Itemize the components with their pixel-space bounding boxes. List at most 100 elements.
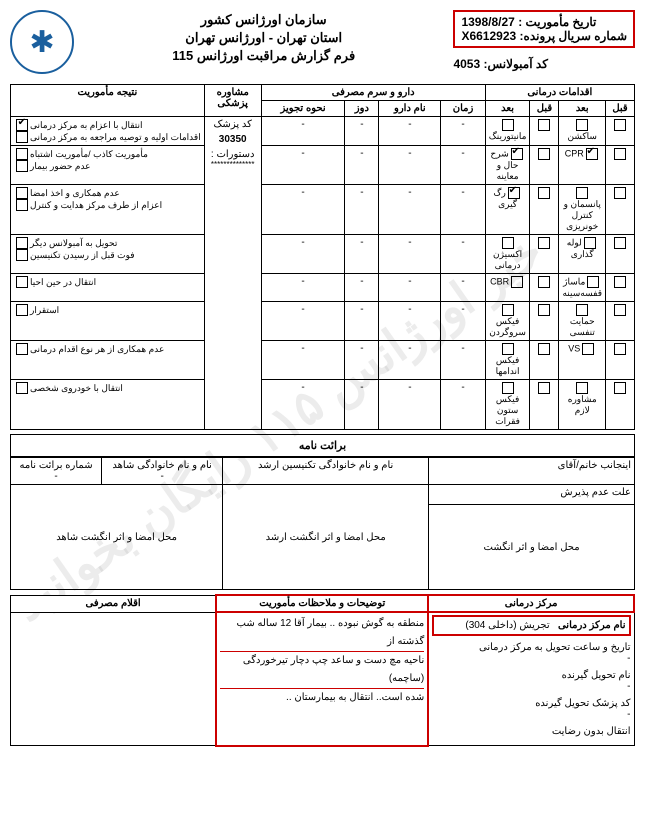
results-cell-6: عدم همکاری از هر نوع اقدام درمانی: [11, 341, 205, 380]
drug-cell-2-1: -: [379, 185, 441, 235]
check-tr-before-1[interactable]: [538, 148, 550, 160]
result-label-9: استقرار: [30, 305, 59, 316]
ambulance-code: 4053: [453, 57, 480, 71]
treat-left-1: CPR: [565, 149, 584, 159]
check-tr-before-0[interactable]: [538, 119, 550, 131]
result-check-3[interactable]: [16, 160, 28, 172]
drug-cell-2-2: -: [345, 185, 379, 235]
result-check-9[interactable]: [16, 304, 28, 316]
check-tr-before-2[interactable]: [538, 187, 550, 199]
check-tl-after-2[interactable]: [576, 187, 588, 199]
drug-cell-7-2: -: [345, 380, 379, 430]
check-tl-before-2[interactable]: [614, 187, 626, 199]
recv-doc-label: کد پزشک تحویل گیرنده: [535, 698, 630, 709]
treat-right-0: مانیتورینگ: [489, 131, 527, 141]
org-title: سازمان اورژانس کشور: [74, 12, 453, 28]
check-tl-before-6[interactable]: [614, 343, 626, 355]
drug-cell-7-0: -: [441, 380, 485, 430]
recv-name-label: نام تحویل گیرنده: [562, 670, 631, 681]
region-title: استان تهران - اورژانس تهران: [74, 30, 453, 46]
center-header: مرکز درمانی: [428, 595, 634, 612]
result-check-2[interactable]: [16, 148, 28, 160]
drug-cell-5-1: -: [379, 302, 441, 341]
check-tr-before-5[interactable]: [538, 304, 550, 316]
result-check-5[interactable]: [16, 199, 28, 211]
check-tl-before-1[interactable]: [614, 148, 626, 160]
notes-line-1: منطقه به گوش نبوده .. بیمار آقا 12 ساله …: [220, 615, 424, 652]
check-tr-after-6[interactable]: [502, 343, 514, 355]
result-check-4[interactable]: [16, 187, 28, 199]
center-name: تجریش (داخلی 304): [465, 620, 549, 631]
result-check-10[interactable]: [16, 343, 28, 355]
results-cell-5: استقرار: [11, 302, 205, 341]
check-tr-after-5[interactable]: [502, 304, 514, 316]
result-check-1[interactable]: [16, 131, 28, 143]
col-before-1: قبل: [606, 101, 635, 117]
notes-header: توضیحات و ملاحظات مأموریت: [216, 595, 428, 612]
sig2: محل امضا و اثر انگشت ارشد: [223, 485, 429, 590]
drug-cell-7-3: -: [261, 380, 345, 430]
no-decline-label: انتقال بدون رضایت: [552, 726, 631, 737]
check-tl-after-7[interactable]: [576, 382, 588, 394]
check-tr-after-0[interactable]: [502, 119, 514, 131]
check-tl-before-7[interactable]: [614, 382, 626, 394]
treat-left-7: مشاوره لازم: [568, 394, 597, 415]
drug-cell-3-0: -: [441, 235, 485, 274]
check-tr-before-7[interactable]: [538, 382, 550, 394]
check-tl-after-3[interactable]: [584, 237, 596, 249]
drug-cell-6-3: -: [261, 341, 345, 380]
col-after-2: بعد: [485, 101, 530, 117]
notes-cell: منطقه به گوش نبوده .. بیمار آقا 12 ساله …: [216, 612, 428, 746]
treat-right-5: فیکس سروگردن: [489, 316, 526, 337]
check-tr-after-4[interactable]: [511, 276, 523, 288]
result-label-7: فوت قبل از رسیدن تکنیسین: [30, 250, 135, 261]
check-tr-before-4[interactable]: [538, 276, 550, 288]
check-tl-after-1[interactable]: [586, 148, 598, 160]
treat-left-5: حمایت تنفسی: [570, 316, 595, 337]
drug-cell-0-0: -: [441, 117, 485, 146]
result-check-6[interactable]: [16, 237, 28, 249]
check-tl-after-5[interactable]: [576, 304, 588, 316]
check-tr-before-3[interactable]: [538, 237, 550, 249]
consent-tech: نام و نام خانوادگی تکنیسین ارشد: [223, 458, 429, 485]
check-tl-before-5[interactable]: [614, 304, 626, 316]
result-check-8[interactable]: [16, 276, 28, 288]
drug-cell-1-0: -: [441, 146, 485, 185]
check-tr-before-6[interactable]: [538, 343, 550, 355]
drug-cell-5-2: -: [345, 302, 379, 341]
drug-cell-3-2: -: [345, 235, 379, 274]
check-tl-before-4[interactable]: [614, 276, 626, 288]
treatments-header: اقدامات درمانی: [485, 85, 634, 101]
col-before-2: قبل: [530, 101, 559, 117]
drug-cell-0-2: -: [345, 117, 379, 146]
consent-title: برائت نامه: [10, 434, 635, 457]
drug-cell-4-2: -: [345, 274, 379, 302]
consult-cell: کد پزشک 30350 دستورات : **************: [204, 117, 261, 430]
drug-cell-3-3: -: [261, 235, 345, 274]
result-check-0[interactable]: [16, 119, 28, 131]
result-check-11[interactable]: [16, 382, 28, 394]
check-tr-after-2[interactable]: [508, 187, 520, 199]
drug-cell-7-1: -: [379, 380, 441, 430]
sig3: محل امضا و اثر انگشت شاهد: [11, 485, 223, 590]
drug-cell-4-0: -: [441, 274, 485, 302]
col-drugname: نام دارو: [379, 101, 441, 117]
check-tr-after-3[interactable]: [502, 237, 514, 249]
notes-line-2: ناحیه مچ دست و ساعد چپ دچار تیرخوردگی (س…: [220, 652, 424, 689]
col-after-1: بعد: [559, 101, 606, 117]
check-tr-after-7[interactable]: [502, 382, 514, 394]
drug-cell-6-2: -: [345, 341, 379, 380]
drug-cell-0-1: -: [379, 117, 441, 146]
check-tl-before-3[interactable]: [614, 237, 626, 249]
check-tl-after-4[interactable]: [587, 276, 599, 288]
check-tl-after-0[interactable]: [576, 119, 588, 131]
col-time: زمان: [441, 101, 485, 117]
drug-cell-2-0: -: [441, 185, 485, 235]
result-check-7[interactable]: [16, 249, 28, 261]
drug-cell-1-3: -: [261, 146, 345, 185]
serial: X6612923: [461, 29, 516, 43]
check-tl-after-6[interactable]: [582, 343, 594, 355]
form-title: فرم گزارش مراقبت اورژانس 115: [74, 48, 453, 64]
check-tr-after-1[interactable]: [511, 148, 523, 160]
check-tl-before-0[interactable]: [614, 119, 626, 131]
